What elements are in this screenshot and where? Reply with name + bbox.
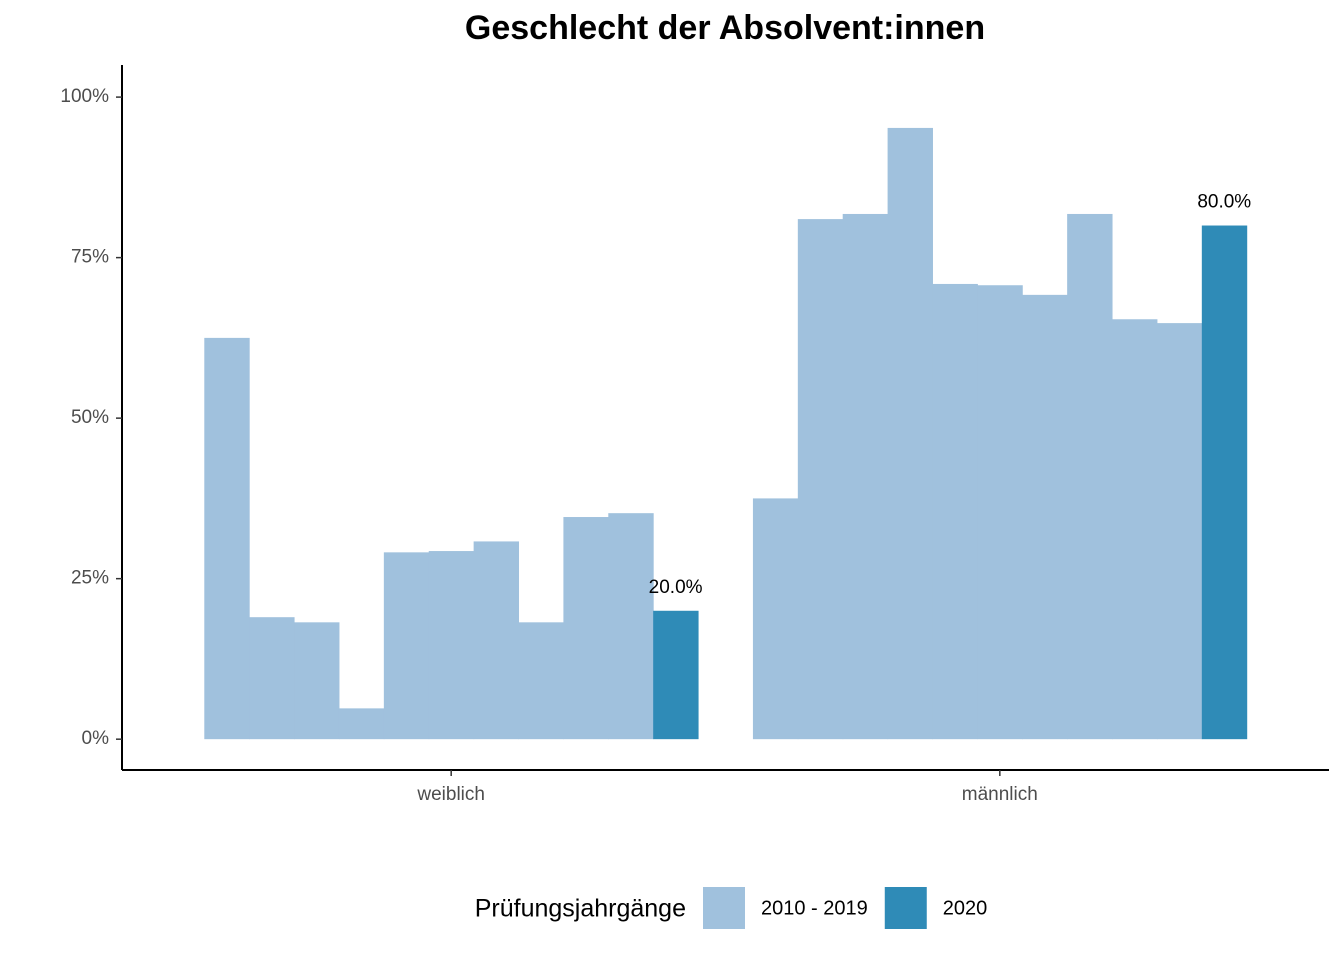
legend-label: 2010 - 2019	[761, 897, 868, 919]
y-tick-label: 0%	[82, 728, 110, 749]
bar	[249, 617, 295, 740]
bar	[608, 513, 654, 740]
y-tick-label: 100%	[60, 86, 109, 107]
bar	[1156, 323, 1203, 740]
bar	[428, 551, 475, 740]
bar	[653, 610, 699, 740]
bar	[1022, 294, 1068, 740]
bar	[977, 285, 1023, 740]
x-tick-label: weiblich	[416, 784, 485, 805]
bar	[338, 708, 385, 740]
bar	[563, 517, 609, 740]
legend-key	[703, 887, 745, 929]
legend-title: Prüfungsjahrgänge	[475, 895, 686, 923]
data-label: 20.0%	[649, 577, 703, 598]
legend-key	[884, 887, 927, 929]
bar	[842, 213, 889, 740]
bar	[1201, 225, 1248, 740]
bar	[473, 541, 520, 740]
bar	[797, 219, 844, 740]
x-tick-label: männlich	[962, 784, 1038, 805]
bar	[887, 127, 933, 740]
y-tick-label: 75%	[71, 247, 109, 268]
legend-label: 2020	[943, 897, 988, 919]
bar	[204, 337, 250, 740]
data-label: 80.0%	[1197, 192, 1251, 213]
y-tick-label: 25%	[71, 568, 109, 589]
chart-title: Geschlecht der Absolvent:innen	[465, 9, 985, 47]
bar	[932, 283, 978, 740]
bar	[294, 622, 340, 740]
bar	[518, 622, 564, 740]
bar	[752, 498, 799, 740]
y-tick-label: 50%	[71, 407, 109, 428]
bar	[383, 552, 430, 740]
bar	[1067, 213, 1113, 740]
bar	[1112, 319, 1158, 740]
